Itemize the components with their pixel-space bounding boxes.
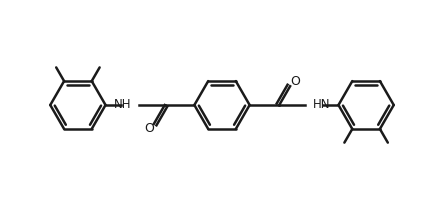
Text: NH: NH xyxy=(114,98,131,111)
Text: O: O xyxy=(144,122,154,135)
Text: HN: HN xyxy=(313,98,330,111)
Text: O: O xyxy=(290,75,300,88)
